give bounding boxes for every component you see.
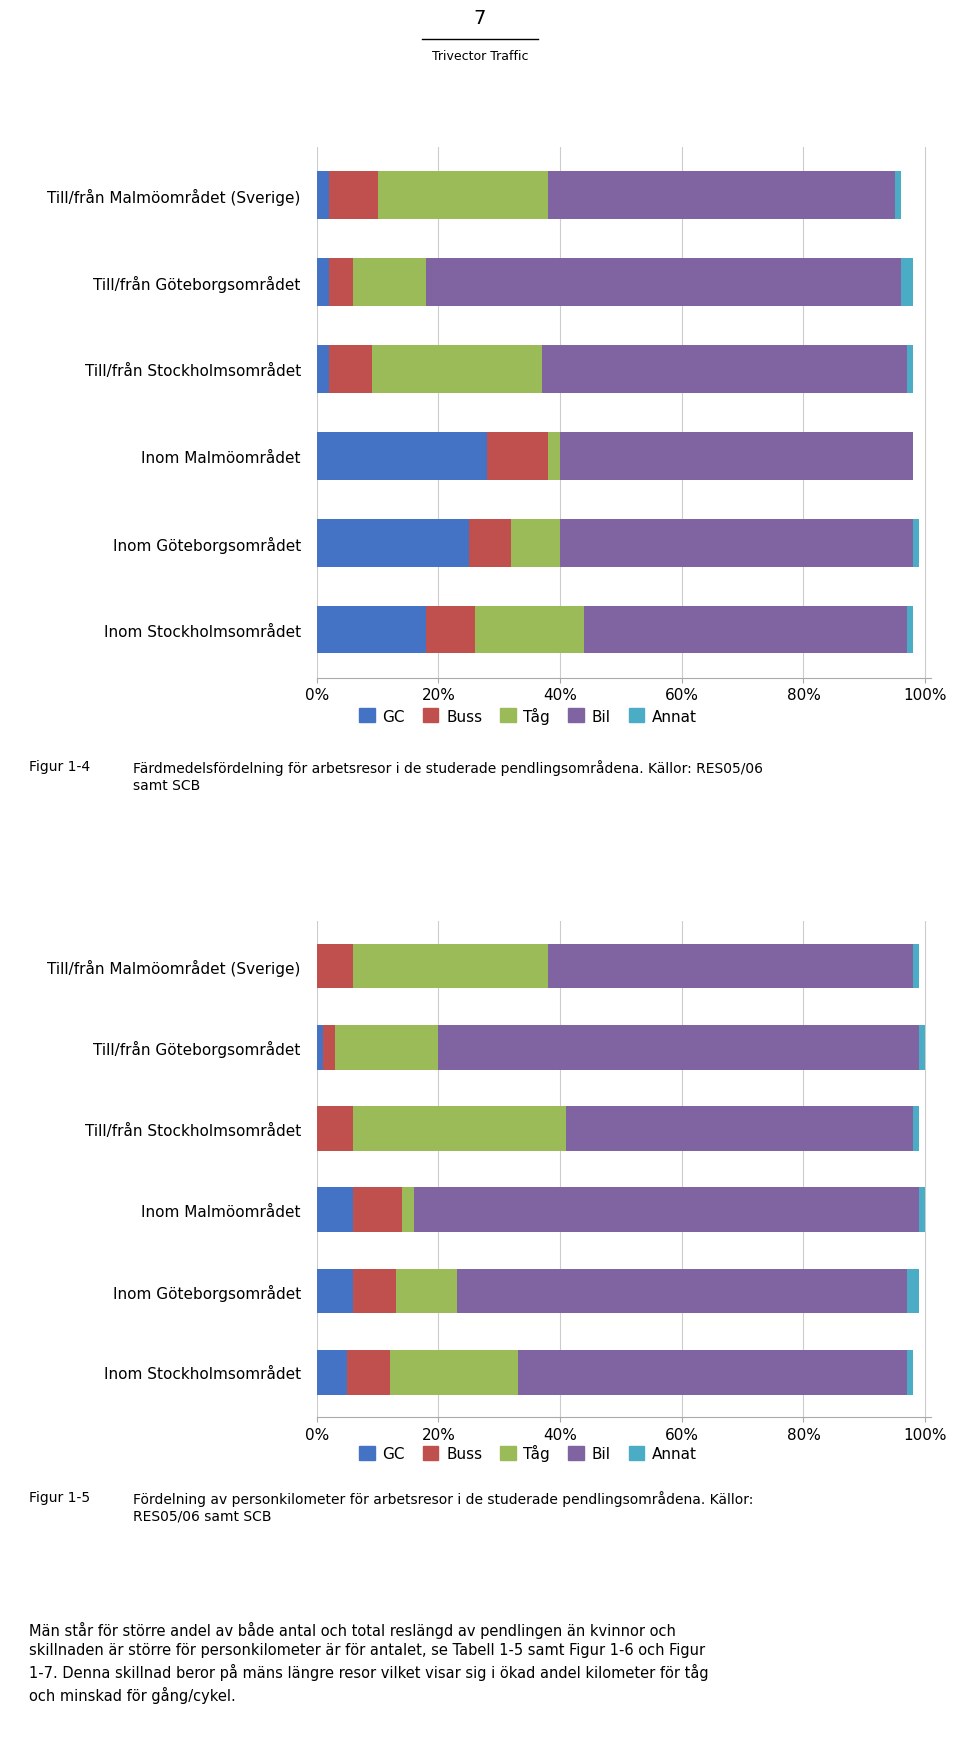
Bar: [335, 1026, 439, 1069]
Bar: [323, 1026, 335, 1069]
Bar: [348, 1349, 390, 1395]
Bar: [907, 1269, 919, 1313]
Bar: [566, 1106, 913, 1151]
Bar: [585, 607, 907, 654]
Bar: [317, 1026, 323, 1069]
Text: Fördelning av personkilometer för arbetsresor i de studerade pendlingsområdena. : Fördelning av personkilometer för arbets…: [132, 1490, 753, 1522]
Bar: [329, 259, 353, 306]
Bar: [390, 1349, 517, 1395]
Bar: [329, 172, 377, 219]
Bar: [548, 944, 913, 989]
Bar: [317, 944, 353, 989]
Legend: GC, Buss, Tåg, Bil, Annat: GC, Buss, Tåg, Bil, Annat: [353, 1438, 703, 1468]
Bar: [475, 607, 585, 654]
Bar: [317, 1188, 353, 1233]
Bar: [913, 520, 919, 567]
Bar: [402, 1188, 414, 1233]
Bar: [919, 1026, 925, 1069]
Bar: [913, 944, 919, 989]
Bar: [517, 1349, 907, 1395]
Bar: [541, 346, 907, 393]
Bar: [913, 1106, 919, 1151]
Bar: [919, 1188, 925, 1233]
Bar: [353, 1106, 566, 1151]
Bar: [329, 346, 372, 393]
Bar: [317, 1106, 353, 1151]
Bar: [907, 1349, 913, 1395]
Bar: [396, 1269, 457, 1313]
Bar: [317, 1349, 348, 1395]
Bar: [317, 346, 329, 393]
Bar: [317, 433, 487, 480]
Bar: [317, 259, 329, 306]
Bar: [900, 259, 913, 306]
Bar: [487, 433, 548, 480]
Text: Figur 1-5: Figur 1-5: [29, 1490, 90, 1504]
Bar: [548, 172, 895, 219]
Text: Färdmedelsfördelning för arbetsresor i de studerade pendlingsområdena. Källor: R: Färdmedelsfördelning för arbetsresor i d…: [132, 760, 762, 791]
Bar: [457, 1269, 907, 1313]
Bar: [317, 1269, 353, 1313]
Bar: [907, 346, 913, 393]
Bar: [468, 520, 512, 567]
Bar: [317, 607, 426, 654]
Bar: [426, 259, 900, 306]
Legend: GC, Buss, Tåg, Bil, Annat: GC, Buss, Tåg, Bil, Annat: [353, 701, 703, 730]
Bar: [317, 172, 329, 219]
Text: Trivector Traffic: Trivector Traffic: [432, 50, 528, 63]
Bar: [353, 1269, 396, 1313]
Bar: [907, 607, 913, 654]
Bar: [512, 520, 560, 567]
Bar: [426, 607, 475, 654]
Bar: [353, 944, 548, 989]
Bar: [895, 172, 900, 219]
Text: 7: 7: [474, 9, 486, 28]
Bar: [353, 259, 426, 306]
Bar: [317, 520, 468, 567]
Bar: [377, 172, 548, 219]
Bar: [353, 1188, 402, 1233]
Bar: [372, 346, 541, 393]
Text: Figur 1-4: Figur 1-4: [29, 760, 90, 774]
Bar: [560, 433, 913, 480]
Bar: [439, 1026, 919, 1069]
Bar: [414, 1188, 919, 1233]
Bar: [548, 433, 560, 480]
Bar: [560, 520, 913, 567]
Text: Män står för större andel av både antal och total reslängd av pendlingen än kvin: Män står för större andel av både antal …: [29, 1621, 708, 1702]
